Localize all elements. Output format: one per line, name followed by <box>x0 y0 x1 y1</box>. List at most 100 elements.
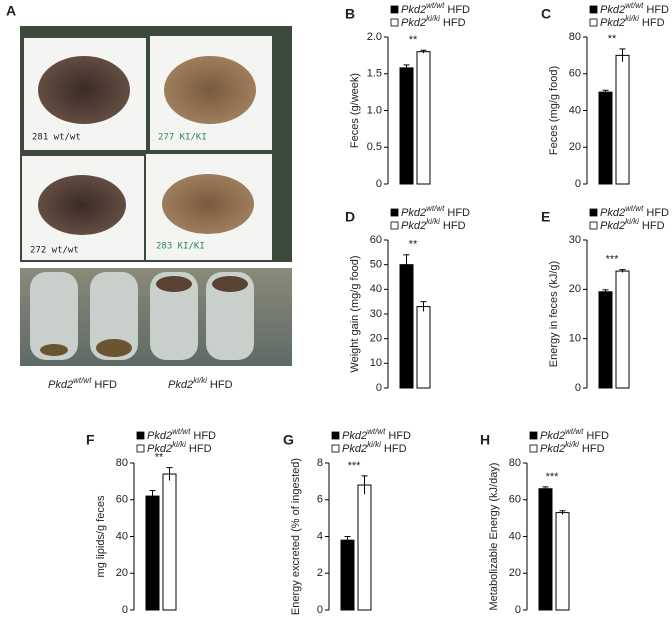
error-bar <box>149 490 156 502</box>
y-tick-label: 80 <box>569 31 581 43</box>
y-tick-label: 0 <box>575 178 581 190</box>
bar <box>416 51 431 185</box>
error-bar <box>361 475 368 495</box>
y-tick-label: 20 <box>116 567 128 579</box>
y-tick-label: 20 <box>569 283 581 295</box>
y-tick-label: 4 <box>317 530 323 542</box>
bar <box>416 306 431 389</box>
y-tick-label: 1.0 <box>367 104 382 116</box>
legend-label: Pkd2wt/wt HFD <box>401 204 470 219</box>
legend-label: Pkd2wt/wt HFD <box>600 204 669 219</box>
y-tick-label: 20 <box>370 333 382 345</box>
significance: *** <box>348 460 362 472</box>
legend-swatch <box>390 208 399 217</box>
y-tick-label: 30 <box>569 234 581 246</box>
y-tick-label: 20 <box>509 567 521 579</box>
significance: *** <box>546 471 560 483</box>
legend-label: Pkd2wt/wt HFD <box>600 1 669 16</box>
y-axis-label: Energy in feces (kJ/g) <box>548 261 560 367</box>
photo-trays <box>20 26 292 262</box>
significance: ** <box>155 452 164 464</box>
bar <box>357 484 372 611</box>
significance: ** <box>608 33 617 45</box>
panel-letter: E <box>541 209 550 225</box>
y-tick-label: 40 <box>116 530 128 542</box>
legend-label: Pkd2ki/ki HFD <box>401 14 466 29</box>
bar <box>615 54 630 185</box>
y-tick-label: 0 <box>376 382 382 394</box>
panel-letter: A <box>6 3 16 19</box>
tray-label: 281 wt/wt <box>32 133 81 143</box>
panel-letter: C <box>541 6 551 22</box>
bar <box>538 488 553 611</box>
error-bar <box>344 536 351 544</box>
y-tick-label: 0 <box>575 382 581 394</box>
error-bar <box>542 486 549 491</box>
y-axis-label: Weight gain (mg/g food) <box>349 255 361 372</box>
tray-label: 283 KI/KI <box>156 242 205 252</box>
legend-label: Pkd2ki/ki HFD <box>600 217 665 232</box>
legend-label: Pkd2wt/wt HFD <box>401 1 470 16</box>
legend-swatch <box>136 431 145 440</box>
y-tick-label: 0 <box>376 178 382 190</box>
legend-swatch <box>529 444 538 453</box>
legend-label: Pkd2wt/wt HFD <box>147 427 216 442</box>
legend-label: Pkd2ki/ki HFD <box>401 217 466 232</box>
y-tick-label: 60 <box>116 494 128 506</box>
tray-label: 277 KI/KI <box>158 133 207 143</box>
photo-caption: Pkd2wt/wt HFD <box>48 376 117 391</box>
y-tick-label: 2.0 <box>367 31 382 43</box>
y-tick-label: 0 <box>515 604 521 616</box>
photo-tubes <box>20 268 292 366</box>
y-axis-label: Feces (g/week) <box>349 73 361 148</box>
legend-label: Pkd2ki/ki HFD <box>600 14 665 29</box>
y-tick-label: 0 <box>317 604 323 616</box>
y-tick-label: 20 <box>569 141 581 153</box>
y-tick-label: 40 <box>370 283 382 295</box>
legend-label: Pkd2wt/wt HFD <box>342 427 411 442</box>
y-tick-label: 1.5 <box>367 68 382 80</box>
y-tick-label: 60 <box>370 234 382 246</box>
error-bar <box>403 64 410 71</box>
significance: *** <box>606 254 620 266</box>
bar <box>399 264 414 389</box>
bar <box>598 91 613 185</box>
y-tick-label: 2 <box>317 567 323 579</box>
bar <box>162 473 177 611</box>
error-bar <box>619 269 626 273</box>
error-bar <box>602 89 609 94</box>
error-bar <box>403 254 410 275</box>
panel-letter: F <box>86 432 95 448</box>
legend-swatch <box>589 208 598 217</box>
panel-letter: H <box>480 432 490 448</box>
legend-swatch <box>390 18 399 27</box>
y-tick-label: 60 <box>569 68 581 80</box>
legend-swatch <box>589 5 598 14</box>
bar <box>145 495 160 611</box>
legend-label: Pkd2ki/ki HFD <box>540 440 605 455</box>
error-bar <box>166 467 173 481</box>
y-tick-label: 40 <box>569 104 581 116</box>
y-axis-label: Metabolizable Energy (kJ/day) <box>488 463 500 611</box>
photo-caption: Pkd2ki/ki HFD <box>168 376 233 391</box>
y-tick-label: 80 <box>509 457 521 469</box>
legend-swatch <box>331 444 340 453</box>
y-tick-label: 50 <box>370 259 382 271</box>
error-bar <box>559 510 566 515</box>
y-axis-label: Feces (mg/g food) <box>548 66 560 155</box>
legend-label: Pkd2ki/ki HFD <box>342 440 407 455</box>
bar <box>615 270 630 389</box>
bar <box>399 67 414 185</box>
panel-letter: G <box>283 432 294 448</box>
legend-label: Pkd2ki/ki HFD <box>147 440 212 455</box>
y-tick-label: 8 <box>317 457 323 469</box>
legend-swatch <box>136 444 145 453</box>
y-tick-label: 40 <box>509 530 521 542</box>
bar <box>598 291 613 389</box>
y-tick-label: 30 <box>370 308 382 320</box>
y-axis-label: mg lipids/g feces <box>95 495 107 577</box>
legend-swatch <box>589 18 598 27</box>
error-bar <box>619 48 626 62</box>
y-axis-label: Energy excreted (% of ingested) <box>290 458 302 615</box>
